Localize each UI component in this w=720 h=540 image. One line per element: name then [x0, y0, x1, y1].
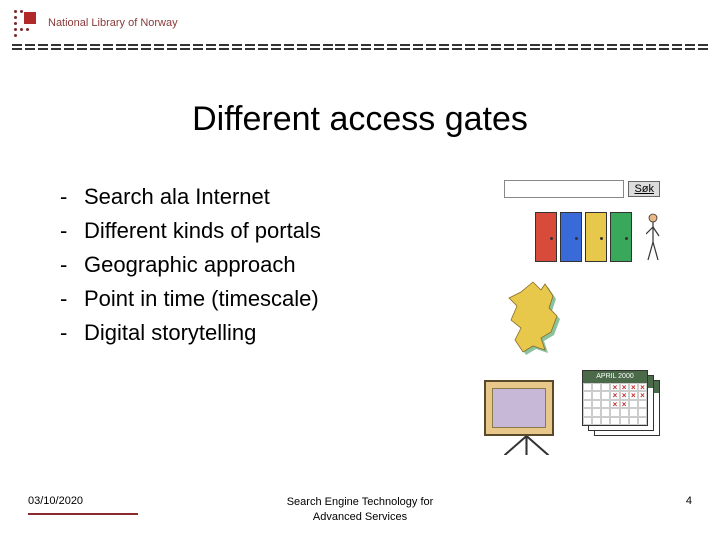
list-item: -Point in time (timescale) — [60, 282, 460, 316]
door-icon — [585, 212, 607, 262]
list-item: -Different kinds of portals — [60, 214, 460, 248]
bottom-illustrations: APRIL 2000 — [484, 370, 660, 436]
list-item: -Search ala Internet — [60, 180, 460, 214]
divider — [12, 44, 708, 50]
bullet-list: -Search ala Internet-Different kinds of … — [60, 180, 460, 436]
door-icon — [535, 212, 557, 262]
illustration-column: Søk — [460, 180, 660, 436]
calendar-header: APRIL 2000 — [583, 371, 647, 383]
search-input[interactable] — [504, 180, 624, 198]
org-name: National Library of Norway — [48, 17, 178, 29]
calendar-icon: APRIL 2000 — [582, 370, 660, 436]
footer-date: 03/10/2020 — [28, 495, 178, 507]
list-item: -Geographic approach — [60, 248, 460, 282]
person-icon — [646, 212, 660, 262]
doors-illustration — [535, 212, 660, 262]
map-icon — [495, 276, 575, 356]
footer-date-block: 03/10/2020 — [28, 495, 178, 515]
search-widget: Søk — [504, 180, 660, 198]
footer-underline — [28, 513, 138, 515]
footer-title: Search Engine Technology for Advanced Se… — [178, 495, 542, 524]
door-icon — [560, 212, 582, 262]
footer-page-number: 4 — [542, 495, 692, 507]
logo-icon — [12, 8, 42, 38]
list-item: -Digital storytelling — [60, 316, 460, 350]
slide-footer: 03/10/2020 Search Engine Technology for … — [0, 495, 720, 524]
slide-header: National Library of Norway — [12, 8, 178, 38]
content-area: -Search ala Internet-Different kinds of … — [60, 180, 660, 436]
painting-icon — [484, 380, 554, 436]
search-button[interactable]: Søk — [628, 181, 660, 197]
door-icon — [610, 212, 632, 262]
slide-title: Different access gates — [0, 100, 720, 139]
